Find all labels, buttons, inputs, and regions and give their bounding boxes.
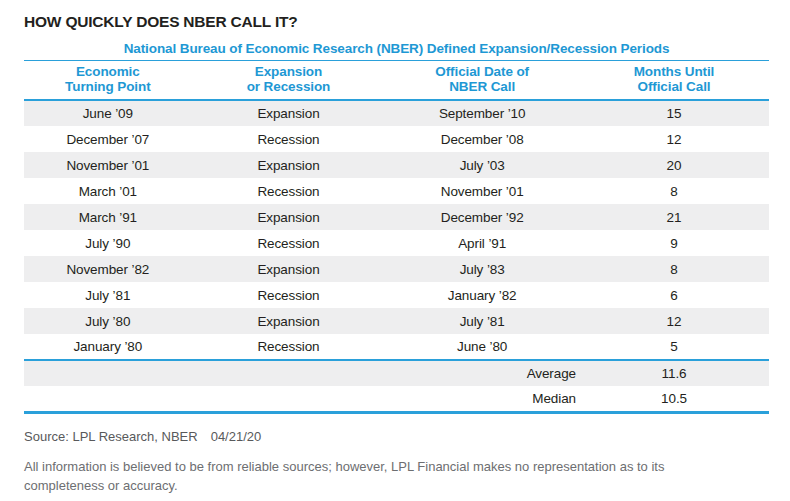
header-line: Turning Point xyxy=(65,79,150,94)
turning-point-cell: December ’07 xyxy=(24,126,192,152)
header-line: Months Until xyxy=(634,64,715,79)
turning-point-cell: March ’91 xyxy=(24,204,192,230)
table-row: July ’80ExpansionJuly ’8112 xyxy=(24,308,769,334)
column-header-expansion-recession: Expansionor Recession xyxy=(192,61,386,101)
header-line: NBER Call xyxy=(449,79,515,94)
months-until-cell: 5 xyxy=(579,334,769,360)
official-date-cell: June ’80 xyxy=(385,334,579,360)
table-row: July ’90RecessionApril ’919 xyxy=(24,230,769,256)
expansion-recession-cell: Recession xyxy=(192,334,386,360)
expansion-recession-cell: Recession xyxy=(192,282,386,308)
turning-point-cell: March ’01 xyxy=(24,178,192,204)
column-header-months-until: Months UntilOfficial Call xyxy=(579,61,769,101)
turning-point-cell: June ’09 xyxy=(24,100,192,126)
turning-point-cell: July ’90 xyxy=(24,230,192,256)
summary-row: Median10.5 xyxy=(24,386,769,412)
column-header-turning-point: EconomicTurning Point xyxy=(24,61,192,101)
months-until-cell: 8 xyxy=(579,178,769,204)
table-row: January ’80RecessionJune ’805 xyxy=(24,334,769,360)
header-line: Expansion xyxy=(255,64,322,79)
turning-point-cell: July ’81 xyxy=(24,282,192,308)
header-line: Official Date of xyxy=(435,64,529,79)
header-line: or Recession xyxy=(247,79,331,94)
source-text: Source: LPL Research, NBER 04/21/20 xyxy=(24,429,790,444)
table-row: December ’07RecessionDecember ’0812 xyxy=(24,126,769,152)
table-subtitle: National Bureau of Economic Research (NB… xyxy=(24,39,769,61)
summary-value: 11.6 xyxy=(579,360,769,386)
months-until-cell: 6 xyxy=(579,282,769,308)
official-date-cell: September ’10 xyxy=(385,100,579,126)
months-until-cell: 15 xyxy=(579,100,769,126)
table-body: June ’09ExpansionSeptember ’1015December… xyxy=(24,100,769,412)
summary-label: Median xyxy=(24,386,579,412)
nber-expansion-recession-table: National Bureau of Economic Research (NB… xyxy=(24,39,769,414)
expansion-recession-cell: Recession xyxy=(192,178,386,204)
months-until-cell: 20 xyxy=(579,152,769,178)
official-date-cell: July ’81 xyxy=(385,308,579,334)
official-date-cell: December ’08 xyxy=(385,126,579,152)
page-title: HOW QUICKLY DOES NBER CALL IT? xyxy=(24,13,790,31)
official-date-cell: April ’91 xyxy=(385,230,579,256)
table-subtitle-row: National Bureau of Economic Research (NB… xyxy=(24,39,769,61)
table-row: July ’81RecessionJanuary ’826 xyxy=(24,282,769,308)
turning-point-cell: July ’80 xyxy=(24,308,192,334)
summary-row: Average11.6 xyxy=(24,360,769,386)
table-row: June ’09ExpansionSeptember ’1015 xyxy=(24,100,769,126)
expansion-recession-cell: Expansion xyxy=(192,100,386,126)
months-until-cell: 8 xyxy=(579,256,769,282)
summary-label: Average xyxy=(24,360,579,386)
expansion-recession-cell: Recession xyxy=(192,126,386,152)
expansion-recession-cell: Recession xyxy=(192,230,386,256)
official-date-cell: November ’01 xyxy=(385,178,579,204)
table-row: March ’01RecessionNovember ’018 xyxy=(24,178,769,204)
table-row: November ’01ExpansionJuly ’0320 xyxy=(24,152,769,178)
column-header-official-date: Official Date ofNBER Call xyxy=(385,61,579,101)
table-row: March ’91ExpansionDecember ’9221 xyxy=(24,204,769,230)
official-date-cell: December ’92 xyxy=(385,204,579,230)
expansion-recession-cell: Expansion xyxy=(192,308,386,334)
header-line: Official Call xyxy=(638,79,711,94)
header-line: Economic xyxy=(76,64,140,79)
official-date-cell: July ’83 xyxy=(385,256,579,282)
expansion-recession-cell: Expansion xyxy=(192,256,386,282)
source-label: Source: LPL Research, NBER xyxy=(24,429,198,444)
expansion-recession-cell: Expansion xyxy=(192,152,386,178)
official-date-cell: July ’03 xyxy=(385,152,579,178)
source-date: 04/21/20 xyxy=(211,429,262,444)
summary-value: 10.5 xyxy=(579,386,769,412)
disclaimer-text: All information is believed to be from r… xyxy=(24,457,730,495)
months-until-cell: 12 xyxy=(579,308,769,334)
months-until-cell: 9 xyxy=(579,230,769,256)
months-until-cell: 21 xyxy=(579,204,769,230)
turning-point-cell: January ’80 xyxy=(24,334,192,360)
turning-point-cell: November ’82 xyxy=(24,256,192,282)
expansion-recession-cell: Expansion xyxy=(192,204,386,230)
table-row: November ’82ExpansionJuly ’838 xyxy=(24,256,769,282)
turning-point-cell: November ’01 xyxy=(24,152,192,178)
official-date-cell: January ’82 xyxy=(385,282,579,308)
months-until-cell: 12 xyxy=(579,126,769,152)
table-header-row: EconomicTurning Point Expansionor Recess… xyxy=(24,61,769,101)
